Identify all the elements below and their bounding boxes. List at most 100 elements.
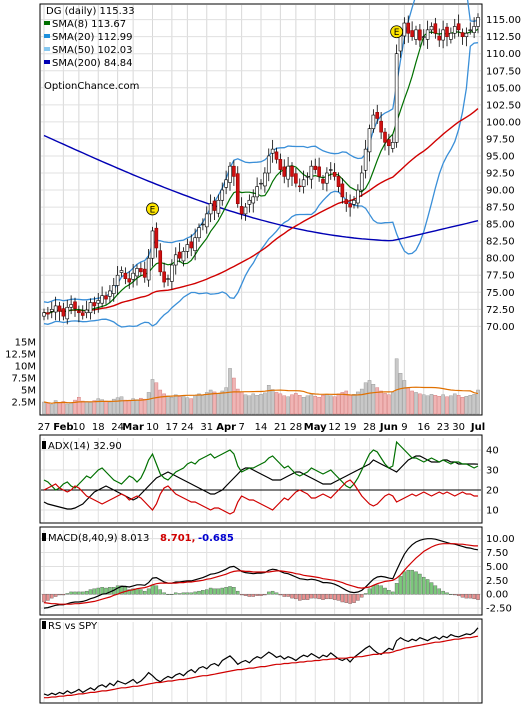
candle-body [421,36,426,38]
date-tick-label: Feb [53,422,73,433]
candle-body [181,251,186,262]
volume-bar [189,398,194,415]
panel-series-line [43,538,479,609]
candle-body [224,179,228,188]
macd-hist-bar [418,573,422,595]
macd-hist-bar [181,592,186,595]
date-tick-label: Jul [470,422,485,433]
volume-bar [406,387,411,415]
price-tick-label: 90.00 [486,186,515,197]
volume-bar [123,399,128,415]
date-tick-label: 28 [290,422,303,433]
price-tick-label: 102.50 [486,100,521,111]
volume-bar [228,368,232,415]
volume-bar [421,394,426,415]
candle-body [239,206,244,215]
volume-bar [104,400,108,415]
panel-tick-label: 7.50 [486,548,508,559]
rs-lines [43,627,479,699]
macd-hist-bar [390,591,395,595]
volume-bar [61,401,66,415]
volume-bar [255,395,259,415]
date-tick-label: 24 [181,422,194,433]
legend-entry: SMA(20) 112.99 [52,32,133,43]
legend-swatch [42,441,46,449]
candle-body [232,165,236,177]
volume-bar [356,391,360,415]
macd-hist-bar [437,588,441,595]
date-tick-label: 10 [73,422,86,433]
candle-body [84,309,89,314]
panel-series-line [43,455,479,510]
earnings-marker-label: E [150,205,156,215]
volume-bar [375,387,380,415]
panel-tick-label: 40 [486,446,499,457]
volume-bar [325,394,329,415]
legend-entry: SMA(8) 113.67 [52,19,126,30]
volume-bar [414,392,418,415]
macd-hist-bar [193,591,197,595]
macd-hist-bar [247,594,252,597]
candle-body [394,53,399,143]
volume-bar [80,400,85,415]
volume-bar [259,394,263,415]
macd-hist-bar [332,594,337,600]
candle-body [104,295,108,300]
volume-bar [251,393,256,415]
date-tick-label: Apr [216,422,236,433]
volume-bar [379,390,383,415]
candle-body [127,278,132,283]
volume-bar [197,393,201,415]
volume-bar [46,403,50,415]
volume-bar [418,393,422,415]
volume-bar [336,393,341,415]
candle-body [255,186,259,198]
candle-body [383,131,387,143]
candle-body [356,189,360,204]
date-tick-label: 28 [363,422,376,433]
candle-body [235,173,240,204]
candle-body [142,268,147,278]
macd-hist-bar [325,594,329,600]
legend-swatch [42,621,46,629]
panel-tick-label: 0.00 [486,590,508,601]
volume-bar [247,395,252,415]
macd-hist-bar [142,590,147,595]
macd-hist-bar [166,594,170,595]
rs-panel: RS vs SPY [39,618,483,704]
earnings-marker [390,25,404,39]
legend-entry: SMA(200) 84.84 [52,58,133,69]
date-tick-label: 27 [38,422,51,433]
candle-body [472,26,476,33]
volume-bar [173,394,178,415]
macd-hist-bar [127,589,132,595]
volume-bar [344,390,349,415]
macd-hist-bar [216,588,221,595]
macd-lines [43,538,479,609]
macd-hist-bar [406,569,410,595]
price-legend: DG (daily) 115.33 SMA(8) 113.67 SMA(20) 11… [44,6,135,69]
candle-body [390,142,395,149]
volume-bar [232,377,236,415]
macd-hist-bar [274,592,279,595]
macd-hist-bar [259,594,263,596]
macd-hist-bar [61,594,66,596]
candle-body [371,114,376,129]
adx-lines [43,440,479,515]
price-ticks: 115.00 112.50 110.00 107.50 105.00 102.50 100.… [486,15,521,333]
macd-hist-bar [270,590,275,595]
candle-body [243,206,248,215]
candle-body [328,169,333,171]
sma200-line [43,134,479,242]
panel-series-line [43,627,479,697]
volume-bar [84,401,89,415]
macd-hist-bar [336,594,341,601]
price-tick-label: 70.00 [486,322,515,333]
candle-body [410,30,414,37]
macd-hist-bar [57,594,62,596]
candle-body [247,199,252,205]
macd-hist-bar [356,594,360,601]
volume-bar [77,397,81,415]
sma8-line [43,28,479,315]
volume-bar [352,394,356,415]
